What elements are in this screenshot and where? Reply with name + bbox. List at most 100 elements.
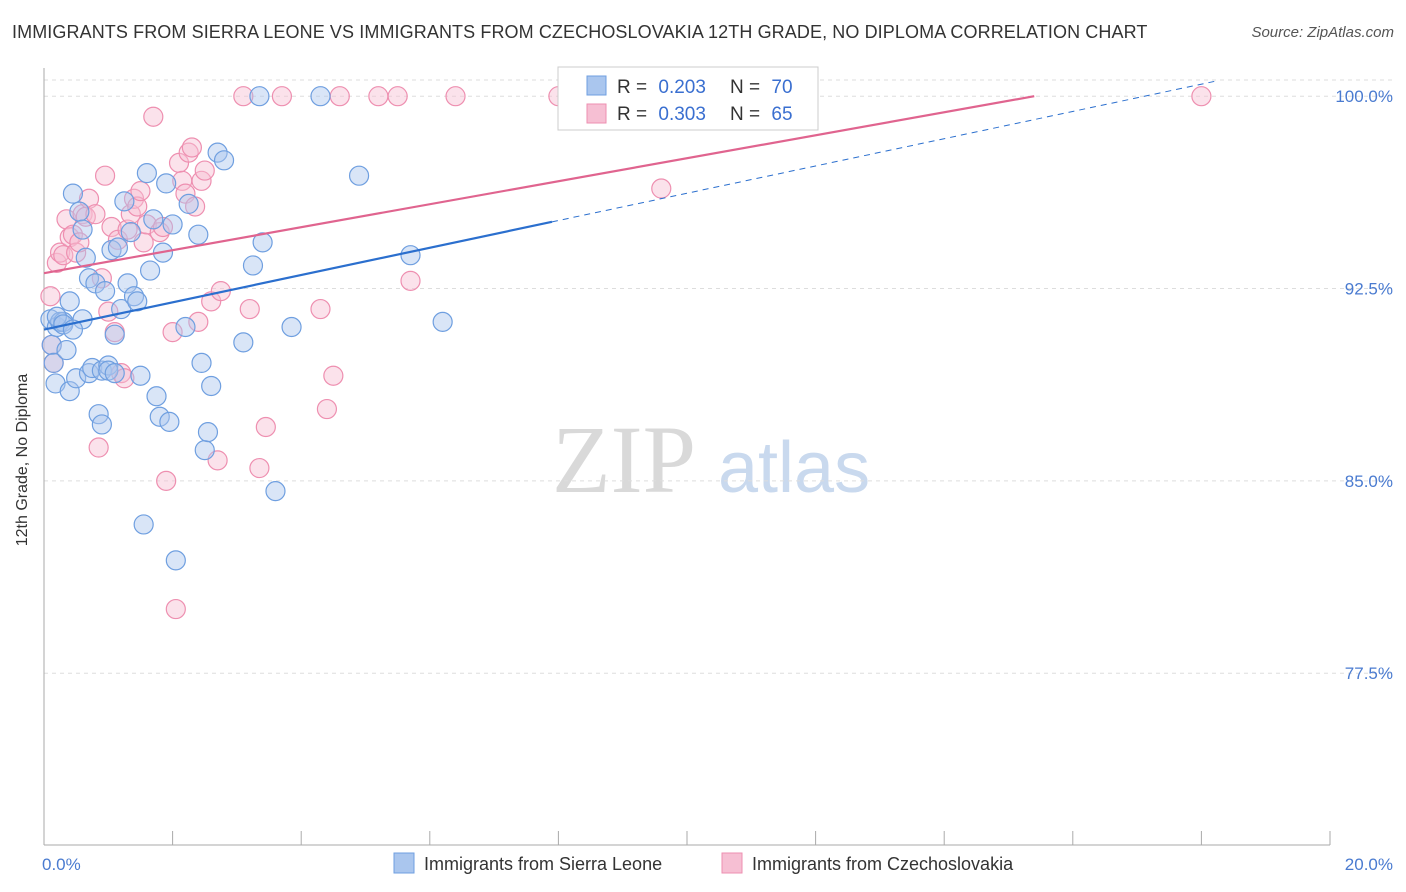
czechoslovakia-point-19	[101, 216, 122, 238]
czechoslovakia-point-53	[271, 86, 293, 107]
legend-n-value-2: 65	[771, 104, 792, 125]
sierra-leone-point-52	[194, 439, 215, 461]
sierra-leone-point-11	[66, 368, 87, 389]
chart-source: Source: ZipAtlas.com	[1251, 24, 1394, 41]
sierra-leone-point-23	[94, 280, 116, 302]
sierra-leone-point-53	[197, 422, 219, 443]
sierra-leone-point-33	[120, 222, 141, 243]
legend-r-label-1: R =	[617, 77, 647, 98]
czechoslovakia-point-63	[651, 178, 672, 199]
czechoslovakia-point-36	[165, 598, 186, 620]
sierra-leone-point-8	[59, 381, 80, 402]
legend-r-value-2: 0.303	[658, 104, 706, 125]
czechoslovakia-point-64	[1191, 86, 1212, 107]
sierra-leone-point-15	[75, 247, 96, 268]
czechoslovakia-point-35	[162, 322, 183, 343]
czechoslovakia-point-45	[194, 160, 215, 181]
legend-swatch-czechoslovakia	[586, 103, 607, 124]
sierra-leone-point-9	[59, 291, 80, 312]
bottom-legend-swatch-czechoslovakia	[721, 852, 743, 874]
czechoslovakia-point-54	[310, 298, 331, 320]
series-legend: Immigrants from Sierra Leone Immigrants …	[393, 852, 1014, 874]
x-tick-label-0: 0.0%	[42, 855, 81, 874]
czechoslovakia-point-43	[188, 311, 209, 332]
y-tick-label-2: 92.5%	[1345, 280, 1393, 299]
czechoslovakia-point-51	[249, 457, 270, 479]
legend-swatch-sierra-leone	[586, 75, 607, 96]
czechoslovakia-point-28	[130, 180, 151, 202]
trend-line-sierra-leone-extension	[551, 80, 1215, 223]
svg-text:N = 65: N = 65	[730, 104, 793, 125]
legend-r-value-1: 0.203	[658, 77, 706, 98]
x-tick-label-1: 20.0%	[1345, 855, 1393, 874]
czechoslovakia-point-5	[53, 245, 74, 266]
sierra-leone-point-31	[114, 191, 135, 212]
czechoslovakia-point-57	[329, 86, 350, 107]
bottom-legend-label-sierra-leone: Immigrants from Sierra Leone	[424, 854, 662, 874]
stats-legend: R = 0.203 N = 70 R = 0.303 N = 65	[557, 66, 819, 131]
czechoslovakia-point-50	[239, 298, 260, 320]
sierra-leone-point-66	[432, 311, 453, 332]
svg-text:R = 0.203: R = 0.203	[617, 77, 706, 98]
czechoslovakia-point-58	[368, 86, 389, 107]
sierra-leone-point-64	[348, 165, 370, 186]
sierra-leone-point-27	[104, 363, 125, 384]
y-tick-label-3: 100.0%	[1335, 87, 1393, 106]
czechoslovakia-point-7	[59, 227, 80, 248]
legend-r-label-2: R =	[617, 104, 647, 125]
czechoslovakia-point-17	[94, 165, 116, 186]
sierra-leone-point-10	[62, 183, 84, 204]
sierra-leone-point-29	[107, 237, 129, 258]
sierra-leone-point-59	[249, 86, 270, 107]
sierra-leone-point-48	[175, 316, 196, 338]
czechoslovakia-point-14	[85, 204, 106, 225]
watermark-zip: ZIP	[552, 406, 696, 513]
czechoslovakia-point-55	[316, 398, 338, 420]
sierra-leone-point-60	[252, 232, 273, 253]
legend-n-label-1: N =	[730, 77, 760, 98]
trend-line-sierra-leone	[43, 220, 553, 331]
sierra-leone-point-50	[188, 224, 209, 245]
czechoslovakia-point-4	[49, 242, 71, 263]
czechoslovakia-point-59	[387, 86, 408, 107]
y-tick-label-0: 77.5%	[1345, 664, 1393, 683]
czechoslovakia-point-10	[69, 232, 90, 253]
sierra-leone-point-7	[56, 339, 77, 361]
sierra-leone-point-46	[162, 214, 183, 235]
y-tick-labels: 77.5% 85.0% 92.5% 100.0%	[1335, 87, 1393, 683]
sierra-leone-point-56	[213, 150, 235, 171]
czechoslovakia-point-15	[88, 437, 109, 458]
svg-text:N = 70: N = 70	[730, 77, 793, 98]
czechoslovakia-point-60	[400, 270, 421, 291]
czechoslovakia-point-34	[156, 470, 177, 491]
series-sierra-leone-points	[40, 86, 453, 571]
czechoslovakia-point-27	[127, 196, 148, 217]
sierra-leone-point-13	[72, 219, 93, 240]
sierra-leone-point-54	[201, 375, 222, 397]
sierra-leone-point-57	[233, 332, 254, 353]
czechoslovakia-point-31	[143, 106, 164, 127]
sierra-leone-point-12	[69, 201, 90, 222]
axes	[43, 68, 1331, 846]
sierra-leone-point-39	[139, 260, 161, 281]
sierra-leone-point-47	[165, 550, 186, 571]
sierra-leone-point-2	[43, 352, 64, 374]
sierra-leone-point-38	[136, 163, 157, 184]
sierra-leone-point-41	[146, 386, 167, 407]
x-tick-labels: 0.0% 20.0%	[42, 855, 1393, 874]
sierra-leone-point-63	[310, 86, 331, 107]
sierra-leone-point-40	[143, 209, 164, 230]
czechoslovakia-point-61	[445, 86, 466, 107]
watermark-atlas: atlas	[718, 428, 870, 508]
gridlines	[44, 79, 1395, 674]
czechoslovakia-point-41	[181, 137, 202, 158]
czechoslovakia-point-24	[117, 219, 138, 240]
legend-n-value-1: 70	[771, 77, 792, 98]
bottom-legend-swatch-sierra-leone	[393, 852, 415, 874]
sierra-leone-point-32	[117, 273, 138, 294]
czechoslovakia-point-49	[233, 86, 254, 107]
sierra-leone-point-58	[242, 255, 264, 276]
sierra-leone-point-36	[130, 365, 151, 386]
svg-text:R = 0.303: R = 0.303	[617, 104, 706, 125]
